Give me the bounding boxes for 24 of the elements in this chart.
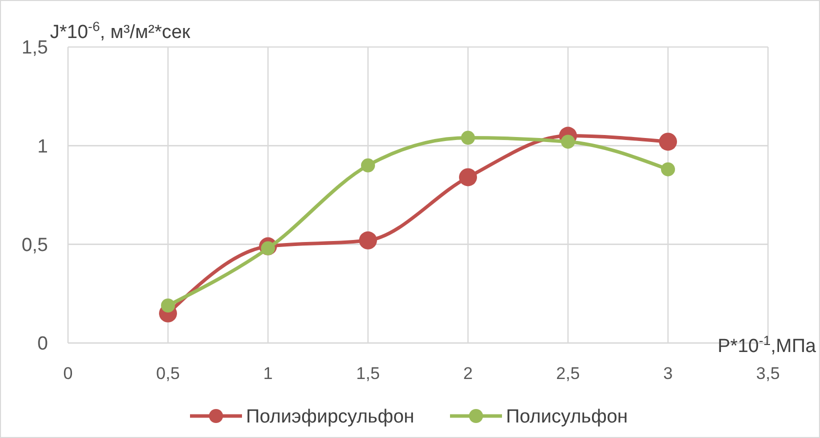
x-tick-label: 1 (263, 364, 273, 383)
point (459, 168, 477, 186)
y-tick-label: 1 (37, 136, 48, 158)
y-axis-title: J*10$^{-6}$, м³/м²*сек (50, 18, 191, 43)
point (361, 158, 375, 172)
x-axis-title: P*10$^{-1}$,МПа (718, 332, 816, 357)
y-tick-label: 0 (37, 334, 48, 355)
y-tick-label: 1,5 (22, 38, 48, 59)
x-tick-label: 0 (63, 364, 73, 383)
legend-label: Полисульфон (506, 406, 628, 428)
x-tick-label: 2,5 (556, 364, 580, 383)
legend-label: Полиэфирсульфон (246, 406, 414, 428)
x-tick-label: 0,5 (156, 364, 180, 383)
point (561, 134, 575, 149)
point (461, 130, 475, 145)
point (659, 132, 677, 151)
point (161, 298, 175, 313)
x-tick-label: 3 (663, 364, 673, 383)
point (661, 162, 675, 176)
x-tick-label: 2 (463, 364, 473, 383)
y-tick-label: 0,5 (22, 234, 48, 256)
point (359, 231, 377, 250)
x-tick-label: 1,5 (356, 364, 380, 383)
x-tick-label: 3,5 (756, 364, 780, 383)
